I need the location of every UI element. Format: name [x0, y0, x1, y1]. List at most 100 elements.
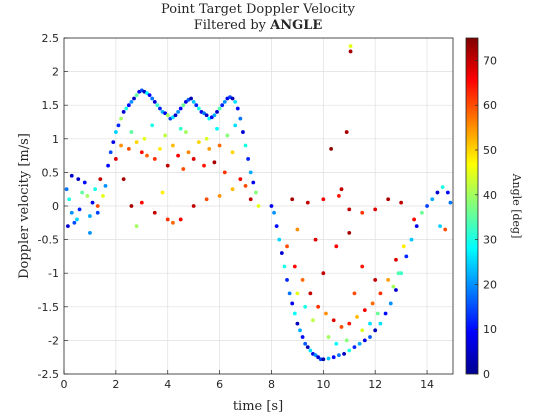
- data-point: [293, 312, 297, 316]
- data-point: [130, 204, 134, 208]
- data-point: [207, 147, 211, 151]
- data-point: [166, 113, 170, 117]
- data-point: [189, 97, 193, 101]
- x-tick-label: 2: [112, 378, 119, 391]
- data-point: [166, 164, 170, 168]
- y-axis-label: Doppler velocity [m/s]: [17, 133, 32, 279]
- data-point: [340, 187, 344, 191]
- data-point: [104, 184, 108, 188]
- y-tick-label: -2: [48, 334, 59, 347]
- data-point: [308, 291, 312, 295]
- data-point: [386, 197, 390, 201]
- data-point: [213, 113, 217, 117]
- data-point: [394, 258, 398, 262]
- data-point: [441, 185, 445, 189]
- data-point: [192, 100, 196, 104]
- data-point: [117, 123, 121, 127]
- data-point: [349, 44, 353, 48]
- data-point: [290, 197, 294, 201]
- data-point: [402, 244, 406, 248]
- data-point: [215, 110, 219, 114]
- data-point: [296, 228, 300, 232]
- data-point: [153, 211, 157, 215]
- data-point: [83, 181, 87, 185]
- data-point: [314, 238, 318, 242]
- data-point: [181, 167, 185, 171]
- data-point: [296, 291, 300, 295]
- data-point: [184, 130, 188, 134]
- data-point: [101, 194, 105, 198]
- data-point: [308, 349, 312, 353]
- data-point: [404, 255, 408, 259]
- y-tick-label: -1.5: [38, 301, 59, 314]
- data-point: [96, 211, 100, 215]
- data-point: [327, 335, 331, 339]
- data-point: [218, 194, 222, 198]
- data-point: [360, 211, 364, 215]
- x-tick-label: 0: [61, 378, 68, 391]
- data-point: [345, 130, 349, 134]
- y-ticks: -2.5 -2 -1.5 -1 -0.5 0 0.5 1 1.5 2 2.5: [38, 32, 68, 381]
- data-point: [135, 224, 139, 228]
- data-point: [306, 345, 310, 349]
- y-tick-label: 0: [52, 200, 59, 213]
- data-point: [399, 201, 403, 205]
- data-point: [303, 305, 307, 309]
- data-point: [332, 318, 336, 322]
- data-point: [88, 231, 92, 235]
- data-point: [347, 231, 351, 235]
- data-point: [122, 177, 126, 181]
- data-point: [109, 150, 113, 154]
- data-point: [225, 134, 229, 138]
- data-points: [65, 44, 453, 361]
- data-point: [176, 154, 180, 158]
- data-point: [246, 157, 250, 161]
- data-point: [347, 207, 351, 211]
- data-point: [197, 140, 201, 144]
- colorbar-tick-label: 20: [483, 278, 497, 291]
- y-tick-label: -2.5: [38, 368, 59, 381]
- colorbar-tick-label: 40: [483, 189, 497, 202]
- data-point: [321, 271, 325, 275]
- data-point: [373, 278, 377, 282]
- data-point: [85, 194, 89, 198]
- colorbar-tick-label: 60: [483, 99, 497, 112]
- colorbar-tick-label: 0: [483, 368, 490, 381]
- data-point: [91, 201, 95, 205]
- data-point: [233, 100, 237, 104]
- data-point: [163, 134, 167, 138]
- data-point: [345, 339, 349, 343]
- data-point: [303, 342, 307, 346]
- colorbar: [466, 38, 478, 374]
- data-point: [119, 144, 123, 148]
- data-point: [241, 130, 245, 134]
- colorbar-tick-label: 50: [483, 144, 497, 157]
- data-point: [205, 113, 209, 117]
- data-point: [223, 100, 227, 104]
- data-point: [327, 357, 331, 361]
- data-point: [220, 103, 224, 107]
- data-point: [324, 312, 328, 316]
- data-point: [298, 328, 302, 332]
- data-point: [231, 150, 235, 154]
- data-point: [285, 244, 289, 248]
- data-point: [111, 140, 115, 144]
- data-point: [158, 147, 162, 151]
- data-point: [347, 349, 351, 353]
- data-point: [140, 201, 144, 205]
- data-point: [363, 339, 367, 343]
- data-point: [373, 207, 377, 211]
- data-point: [436, 191, 440, 195]
- x-axis-label: time [s]: [233, 399, 283, 414]
- data-point: [347, 322, 351, 326]
- y-tick-label: -0.5: [38, 234, 59, 247]
- data-point: [301, 278, 305, 282]
- data-point: [179, 127, 183, 131]
- data-point: [119, 117, 123, 121]
- data-point: [270, 204, 274, 208]
- data-point: [321, 197, 325, 201]
- y-tick-label: 2.5: [42, 32, 60, 45]
- data-point: [446, 191, 450, 195]
- data-point: [353, 345, 357, 349]
- data-point: [257, 204, 261, 208]
